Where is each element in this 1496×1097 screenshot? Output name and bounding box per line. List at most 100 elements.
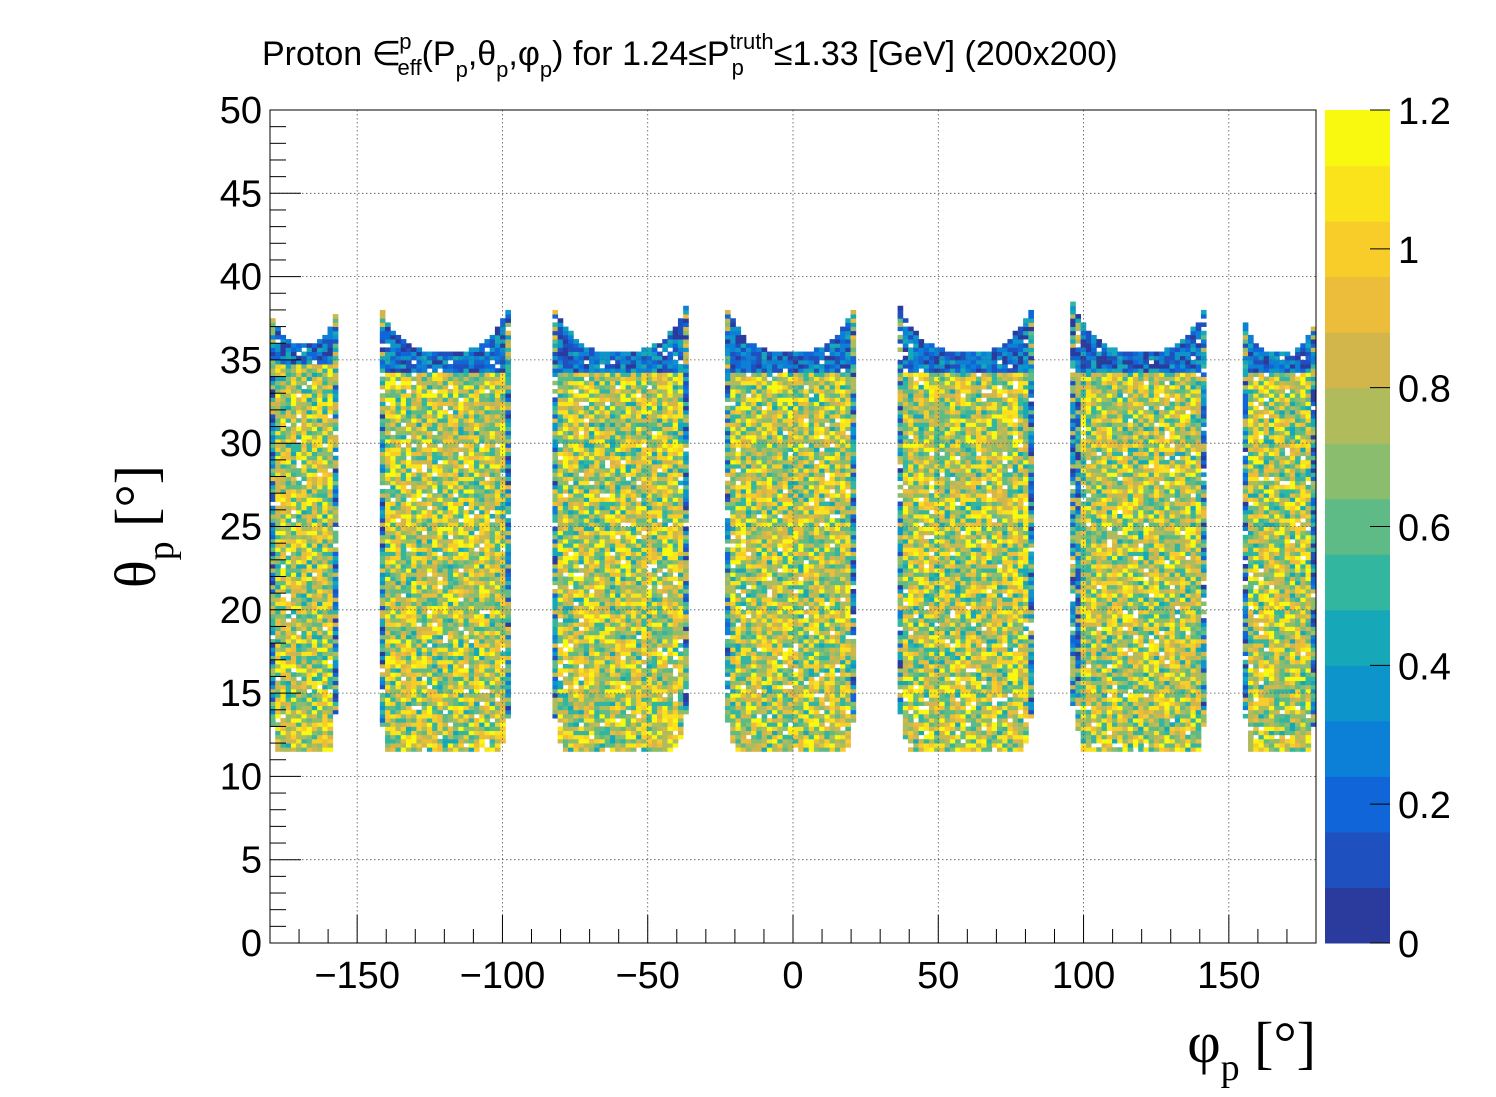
heatmap-cell [557, 622, 564, 627]
heatmap-cell [473, 389, 480, 394]
heatmap-cell [385, 618, 391, 623]
heatmap-cell [379, 376, 386, 382]
heatmap-cell [500, 443, 506, 448]
heatmap-cell [473, 576, 480, 582]
heatmap-cell [296, 372, 302, 377]
heatmap-cell [327, 593, 334, 598]
heatmap-cell [285, 630, 292, 636]
heatmap-cell [405, 626, 412, 632]
heatmap-cell [578, 355, 585, 361]
heatmap-cell [379, 489, 386, 494]
heatmap-cell [275, 693, 281, 698]
heatmap-cell [453, 688, 459, 694]
heatmap-cell [552, 451, 559, 457]
heatmap-cell [322, 618, 328, 623]
heatmap-cell [421, 722, 428, 727]
heatmap-cell [322, 672, 328, 677]
heatmap-cell [599, 605, 606, 611]
heatmap-cell [311, 584, 318, 590]
heatmap-cell [317, 659, 323, 665]
heatmap-cell [442, 734, 449, 740]
heatmap-cell [411, 409, 417, 415]
heatmap-cell [473, 555, 480, 561]
heatmap-cell [317, 547, 323, 552]
heatmap-cell [573, 355, 579, 361]
heatmap-cell [479, 418, 485, 423]
heatmap-cell [578, 743, 585, 748]
heatmap-cell [458, 722, 464, 727]
heatmap-cell [280, 672, 287, 677]
heatmap-cell [453, 597, 459, 602]
heatmap-cell [411, 601, 417, 607]
heatmap-cell [500, 734, 506, 740]
heatmap-cell [473, 701, 480, 706]
heatmap-cell [557, 630, 564, 636]
heatmap-cell [327, 447, 334, 452]
heatmap-cell [479, 547, 485, 552]
heatmap-cell [317, 543, 323, 548]
heatmap-cell [468, 439, 475, 444]
heatmap-cell [625, 609, 632, 615]
heatmap-cell [562, 534, 569, 540]
heatmap-cell [395, 480, 402, 486]
heatmap-cell [473, 668, 480, 673]
heatmap-cell [599, 643, 606, 648]
heatmap-cell [290, 355, 297, 361]
heatmap-cell [494, 713, 501, 719]
heatmap-cell [468, 355, 475, 361]
heatmap-cell [290, 414, 297, 419]
heatmap-cell [411, 355, 417, 361]
heatmap-cell [306, 638, 313, 644]
heatmap-cell [306, 726, 313, 731]
heatmap-cell [275, 493, 281, 498]
heatmap-cell [416, 422, 423, 427]
heatmap-cell [479, 613, 485, 619]
heatmap-cell [322, 663, 328, 669]
heatmap-cell [583, 464, 590, 469]
heatmap-cell [609, 472, 616, 477]
heatmap-cell [311, 389, 318, 394]
heatmap-cell [552, 334, 559, 340]
heatmap-cell [395, 647, 402, 652]
heatmap-cell [557, 476, 564, 482]
heatmap-cell [573, 709, 579, 715]
heatmap-cell [468, 684, 475, 690]
heatmap-cell [395, 634, 402, 640]
heatmap-cell [500, 439, 506, 444]
heatmap-cell [620, 659, 627, 665]
heatmap-cell [400, 497, 407, 502]
heatmap-cell [442, 588, 449, 594]
heatmap-cell [400, 501, 407, 507]
heatmap-cell [317, 443, 323, 448]
heatmap-cell [562, 747, 569, 752]
heatmap-cell [395, 626, 402, 632]
heatmap-cell [573, 551, 579, 557]
heatmap-cell [604, 476, 611, 482]
heatmap-cell [552, 693, 559, 698]
heatmap-cell [573, 405, 579, 411]
heatmap-cell [578, 547, 585, 552]
heatmap-cell [494, 543, 501, 548]
heatmap-cell [426, 364, 433, 369]
heatmap-cell [583, 638, 590, 644]
heatmap-cell [578, 368, 585, 373]
heatmap-cell [285, 534, 292, 540]
heatmap-cell [484, 568, 491, 573]
heatmap-cell [505, 443, 511, 448]
heatmap-cell [405, 743, 412, 748]
heatmap-cell [306, 401, 313, 407]
heatmap-cell [615, 401, 621, 407]
heatmap-cell [285, 722, 292, 727]
heatmap-cell [437, 668, 443, 673]
heatmap-cell [500, 405, 506, 411]
heatmap-cell [505, 693, 511, 698]
heatmap-cell [599, 609, 606, 615]
heatmap-cell [458, 389, 464, 394]
heatmap-cell [290, 738, 297, 744]
heatmap-cell [385, 718, 391, 723]
heatmap-cell [296, 734, 302, 740]
heatmap-cell [400, 672, 407, 677]
heatmap-cell [473, 451, 480, 457]
heatmap-cell [620, 439, 627, 444]
heatmap-cell [411, 547, 417, 552]
